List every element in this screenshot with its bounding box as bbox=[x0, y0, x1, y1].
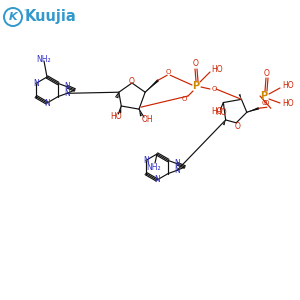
Text: N: N bbox=[143, 156, 148, 165]
Text: O: O bbox=[193, 59, 199, 68]
Text: OH: OH bbox=[141, 115, 153, 124]
Text: O: O bbox=[181, 96, 187, 102]
Polygon shape bbox=[119, 106, 121, 113]
Text: N: N bbox=[174, 166, 180, 175]
Text: N: N bbox=[33, 79, 39, 88]
Text: O: O bbox=[129, 76, 135, 85]
Text: HO: HO bbox=[282, 100, 294, 109]
Text: NH₂: NH₂ bbox=[37, 55, 51, 64]
Text: HO: HO bbox=[212, 107, 223, 116]
Text: Kuujia: Kuujia bbox=[24, 10, 76, 25]
Text: O: O bbox=[234, 122, 240, 131]
Text: N: N bbox=[44, 98, 50, 107]
Polygon shape bbox=[145, 79, 159, 92]
Text: HO: HO bbox=[211, 64, 223, 74]
Text: P: P bbox=[260, 91, 268, 101]
Text: N: N bbox=[174, 159, 180, 168]
Polygon shape bbox=[223, 120, 226, 125]
Text: °: ° bbox=[24, 10, 26, 14]
Text: HO: HO bbox=[282, 82, 294, 91]
Text: HO: HO bbox=[110, 112, 122, 122]
Text: P: P bbox=[192, 81, 200, 91]
Text: NH₂: NH₂ bbox=[147, 164, 161, 172]
Text: N: N bbox=[64, 82, 70, 91]
Text: O: O bbox=[211, 86, 217, 92]
Text: O: O bbox=[264, 100, 269, 106]
Polygon shape bbox=[139, 109, 142, 116]
Polygon shape bbox=[247, 107, 259, 112]
Text: K: K bbox=[9, 12, 17, 22]
Text: N: N bbox=[64, 89, 70, 98]
Text: O: O bbox=[262, 100, 268, 106]
Polygon shape bbox=[238, 94, 242, 99]
Text: HO: HO bbox=[215, 108, 227, 117]
Text: O: O bbox=[166, 69, 171, 75]
Text: N: N bbox=[154, 176, 160, 184]
Text: O: O bbox=[264, 68, 270, 77]
